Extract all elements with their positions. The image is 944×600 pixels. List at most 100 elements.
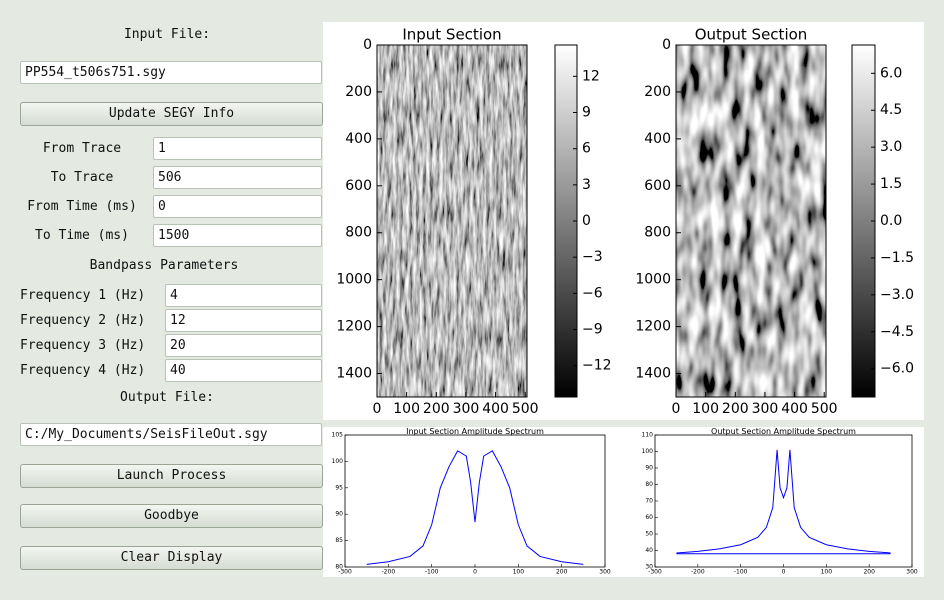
y-tick-label: 200 [345,84,372,100]
y-tick-label: 90 [335,511,343,518]
x-tick-label: 200 [722,401,749,417]
field-label: From Trace [42,141,122,156]
y-tick-label: 100 [332,458,344,465]
field-input[interactable]: 506 [153,166,322,189]
spectra-panel [323,427,924,577]
x-tick-label: 300 [599,569,611,576]
x-tick-label: -100 [425,569,439,576]
colorbar-tick-label: 0 [582,213,591,229]
frequency-label: Frequency 4 (Hz) [20,363,146,378]
x-tick-label: 200 [556,569,568,576]
y-tick-label: 1000 [635,272,671,288]
y-tick-label: 1400 [336,366,372,382]
colorbar-tick-label: −6.0 [880,361,914,377]
y-tick-label: 0 [363,37,372,53]
section-image [676,45,826,397]
x-tick-label: -200 [382,569,396,576]
y-tick-label: 1200 [336,319,372,335]
section-frame [675,44,827,398]
x-tick-label: -300 [338,569,352,576]
y-tick-label: 1400 [635,366,671,382]
y-tick-label: 90 [645,465,653,472]
y-tick-label: 100 [642,448,654,455]
colorbar-tick-label: 9 [582,105,591,121]
y-tick-label: 400 [345,131,372,147]
spectrum-line [676,449,891,554]
colorbar-tick-label: −6 [582,285,603,301]
y-tick-label: 800 [345,225,372,241]
field-label: From Time (ms) [27,199,137,214]
x-tick-label: 0 [672,401,681,417]
y-tick-label: 50 [645,531,653,538]
update-button[interactable]: Update SEGY Info [20,102,323,126]
colorbar-tick-label: 3 [582,177,591,193]
action-button[interactable]: Goodbye [20,504,323,528]
x-tick-label: 0 [473,569,477,576]
colorbar-tick-label: −12 [582,358,612,374]
spectrum-line [366,450,584,565]
y-tick-label: 80 [645,481,653,488]
y-tick-label: 105 [332,432,344,439]
y-tick-label: 60 [645,514,653,521]
y-tick-label: 400 [644,131,671,147]
spectrum-title: Output Section Amplitude Spectrum [711,427,856,436]
field-label: To Trace [50,170,114,185]
colorbar-tick-label: 1.5 [880,176,902,192]
colorbar-tick-label: 0.0 [880,213,902,229]
x-tick-label: 400 [482,401,509,417]
frequency-input[interactable]: 20 [165,334,322,357]
x-tick-label: 500 [811,401,838,417]
output-file-label: Output File: [120,390,214,405]
y-tick-label: 600 [644,178,671,194]
colorbar-tick-label: 12 [582,68,600,84]
x-tick-label: 100 [513,569,525,576]
x-tick-label: -100 [734,569,748,576]
y-tick-label: 110 [642,432,654,439]
bandpass-title: Bandpass Parameters [89,258,239,273]
y-tick-label: 1000 [336,272,372,288]
colorbar-tick-label: −9 [582,321,603,337]
input-file-field[interactable]: PP554_t506s751.sgy [20,61,322,84]
y-tick-label: 1200 [635,319,671,335]
field-input[interactable]: 1 [153,137,322,160]
y-tick-label: 40 [645,547,653,554]
x-tick-label: 300 [453,401,480,417]
x-tick-label: 200 [423,401,450,417]
y-tick-label: 800 [644,225,671,241]
field-input[interactable]: 1500 [153,224,322,247]
field-label: To Time (ms) [35,228,129,243]
y-tick-label: 70 [645,498,653,505]
y-tick-label: 200 [644,84,671,100]
x-tick-label: 0 [782,569,786,576]
colorbar-tick-label: 4.5 [880,102,902,118]
output-file-field[interactable]: C:/My_Documents/SeisFileOut.sgy [20,423,322,446]
action-button[interactable]: Launch Process [20,464,323,488]
colorbar-tick-label: −3 [582,249,603,265]
frequency-label: Frequency 3 (Hz) [20,338,146,353]
action-button[interactable]: Clear Display [20,546,323,570]
x-tick-label: 300 [752,401,779,417]
frequency-label: Frequency 2 (Hz) [20,313,146,328]
x-tick-label: 100 [393,401,420,417]
section-frame [376,44,528,398]
frequency-input[interactable]: 12 [165,309,322,332]
x-tick-label: 100 [692,401,719,417]
y-tick-label: 600 [345,178,372,194]
y-tick-label: 95 [335,484,343,491]
section-title: Output Section [695,26,808,44]
y-tick-label: 30 [645,564,653,571]
x-tick-label: 300 [906,569,918,576]
x-tick-label: -300 [648,569,662,576]
frequency-input[interactable]: 40 [165,359,322,382]
colorbar-tick-label: 6.0 [880,65,902,81]
x-tick-label: 200 [863,569,875,576]
section-title: Input Section [402,26,501,44]
frequency-label: Frequency 1 (Hz) [20,288,146,303]
x-tick-label: -200 [691,569,705,576]
colorbar-tick-label: 3.0 [880,139,902,155]
frequency-input[interactable]: 4 [165,284,322,307]
x-tick-label: 500 [512,401,539,417]
field-input[interactable]: 0 [153,195,322,218]
colorbar-tick-label: −3.0 [880,287,914,303]
x-tick-label: 100 [821,569,833,576]
